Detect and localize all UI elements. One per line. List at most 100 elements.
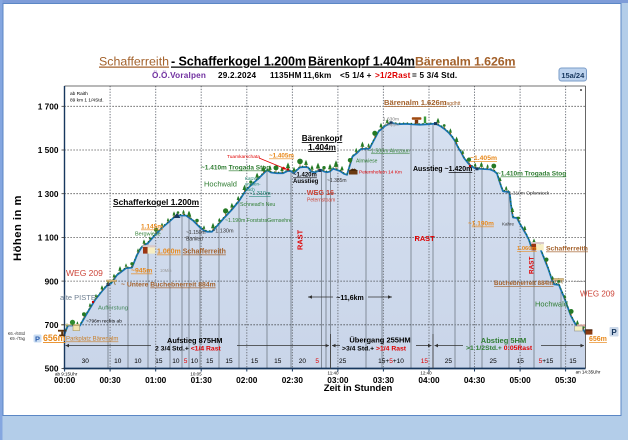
svg-text:Bergwiese: Bergwiese	[135, 232, 161, 238]
svg-text:700: 700	[45, 320, 59, 330]
svg-text:15: 15	[569, 358, 577, 365]
svg-text:11,6km: 11,6km	[303, 71, 332, 80]
svg-text:Höhen in m: Höhen in m	[12, 195, 24, 261]
svg-text:1135HM: 1135HM	[270, 71, 302, 80]
svg-text:1 700: 1 700	[38, 102, 59, 112]
svg-text:<5 1/4 +: <5 1/4 +	[340, 71, 372, 80]
svg-text:25: 25	[445, 358, 453, 365]
svg-text:00:30: 00:30	[100, 375, 122, 385]
svg-text:WEG 209: WEG 209	[580, 290, 615, 299]
svg-text:P: P	[611, 328, 617, 337]
svg-text:~1.410m Trogada Stog: ~1.410m Trogada Stog	[201, 165, 270, 172]
svg-text:>1/2Rast: >1/2Rast	[375, 71, 411, 80]
svg-text:Bärenkopf 1.404m: Bärenkopf 1.404m	[308, 55, 415, 69]
svg-text:656m: 656m	[43, 333, 66, 343]
svg-text:Katzen-: Katzen-	[245, 176, 261, 181]
svg-text:~1.310m Opferstock: ~1.310m Opferstock	[506, 191, 550, 197]
svg-text:~1.420m: ~1.420m	[293, 173, 317, 179]
svg-text:10: 10	[114, 358, 122, 365]
svg-text:Übergang 255HM: Übergang 255HM	[349, 336, 410, 345]
svg-text:RAST: RAST	[529, 257, 536, 274]
svg-text:RAST: RAST	[296, 229, 305, 250]
svg-text:29.2.2024: 29.2.2024	[218, 71, 256, 80]
svg-text:12:40: 12:40	[420, 371, 432, 376]
svg-text:bach: bach	[245, 187, 255, 192]
svg-text:00:00: 00:00	[54, 375, 76, 385]
svg-text:~1.405m: ~1.405m	[470, 155, 497, 162]
svg-text:02:00: 02:00	[236, 375, 258, 385]
svg-text:25: 25	[339, 358, 347, 365]
svg-text:~1.385m: ~1.385m	[327, 178, 347, 184]
svg-text:~1.130m: ~1.130m	[212, 229, 234, 235]
svg-text:= 5 3/4 Std.: = 5 3/4 Std.	[412, 71, 457, 80]
svg-text:Schafferkogel 1.200m: Schafferkogel 1.200m	[113, 197, 199, 207]
svg-text:01:00: 01:00	[145, 375, 167, 385]
svg-text:1.060m: 1.060m	[517, 246, 537, 252]
svg-text:30: 30	[82, 358, 90, 365]
svg-text:€9.-/Tag: €9.-/Tag	[10, 336, 26, 341]
svg-text:Kahre: Kahre	[502, 222, 515, 227]
svg-text:Ausstieg: Ausstieg	[293, 179, 319, 185]
svg-text:05:30: 05:30	[555, 375, 577, 385]
svg-text:1 500: 1 500	[38, 145, 59, 155]
svg-text:10Min: 10Min	[160, 268, 172, 273]
svg-text:10: 10	[134, 358, 142, 365]
svg-text:WEG 16: WEG 16	[307, 188, 334, 197]
svg-text:RAST: RAST	[415, 234, 436, 243]
svg-text:Hochwald: Hochwald	[204, 180, 237, 189]
svg-text:€6.-/6Std: €6.-/6Std	[8, 331, 26, 336]
svg-text:~1.410m Trogada Stog: ~1.410m Trogada Stog	[497, 171, 566, 178]
svg-text:04:30: 04:30	[464, 375, 486, 385]
svg-text:WEG 209: WEG 209	[66, 268, 103, 278]
svg-text:1.404m: 1.404m	[308, 143, 336, 152]
svg-text:Schnead'n Neu: Schnead'n Neu	[240, 202, 275, 208]
svg-text:Aufforstung: Aufforstung	[98, 306, 128, 312]
svg-text:02:30: 02:30	[282, 375, 304, 385]
svg-text:25: 25	[489, 358, 497, 365]
svg-text:20: 20	[299, 358, 307, 365]
svg-text:Bärenalm 1.626m: Bärenalm 1.626m	[415, 55, 516, 69]
svg-text:>3/4 Std.+ >1/4 Rast: >3/4 Std.+ >1/4 Rast	[342, 345, 407, 352]
svg-text:Peternhofern 14 Km: Peternhofern 14 Km	[359, 170, 402, 176]
svg-text:~1.190m: ~1.190m	[468, 221, 494, 228]
svg-text:15: 15	[206, 358, 214, 365]
svg-text:1.145m: 1.145m	[141, 224, 163, 231]
svg-text:15+5+10: 15+5+10	[378, 358, 404, 365]
svg-text:Almwiese: Almwiese	[356, 159, 378, 165]
svg-text:1.060m Schafferreith: 1.060m Schafferreith	[157, 249, 226, 256]
svg-text:11:40: 11:40	[328, 371, 339, 376]
svg-text:5+15: 5+15	[539, 358, 554, 365]
svg-text:03:00: 03:00	[327, 375, 349, 385]
svg-text:Buchebnerreit 884m: Buchebnerreit 884m	[494, 280, 554, 287]
svg-text:15: 15	[421, 358, 429, 365]
svg-text:Abstieg 5HM: Abstieg 5HM	[481, 336, 526, 345]
svg-text:an 14:35Uhr: an 14:35Uhr	[576, 370, 601, 375]
svg-text:Schafferreith: Schafferreith	[546, 246, 588, 253]
svg-text:Kuppe: Kuppe	[385, 122, 399, 128]
svg-text:10: 10	[191, 358, 199, 365]
svg-text:~796m rechts ab: ~796m rechts ab	[86, 319, 122, 325]
svg-text:Aufstieg 875HM: Aufstieg 875HM	[167, 336, 222, 345]
svg-text:graben-: graben-	[245, 182, 261, 187]
svg-text:Parkplatz Bärenalm: Parkplatz Bärenalm	[66, 337, 118, 343]
svg-text:1 300: 1 300	[38, 189, 59, 199]
svg-text:1.630m: 1.630m	[383, 117, 399, 123]
svg-text:04:00: 04:00	[418, 375, 440, 385]
svg-text:Bärenalm 1.626m: Bärenalm 1.626m	[384, 98, 447, 107]
svg-text:- Schafferkogel 1.200m: - Schafferkogel 1.200m	[171, 55, 306, 69]
svg-text:05:00: 05:00	[509, 375, 531, 385]
svg-text:Ausstieg ~1.420m: Ausstieg ~1.420m	[413, 166, 472, 173]
svg-text:15: 15	[517, 358, 525, 365]
svg-text:~1.190m ForststraGernsehre: ~1.190m ForststraGernsehre	[225, 218, 292, 224]
svg-text:10: 10	[172, 358, 180, 365]
svg-text:01:30: 01:30	[191, 375, 213, 385]
svg-text:ab Raith: ab Raith	[70, 91, 88, 97]
svg-text:Jagdhtt: Jagdhtt	[444, 101, 461, 107]
svg-text:1 100: 1 100	[38, 233, 59, 243]
svg-text:P: P	[35, 334, 40, 343]
svg-text:~1.500m Almzaun: ~1.500m Almzaun	[368, 149, 410, 155]
svg-text:>1 1/2Std.+ 0:05Rast: >1 1/2Std.+ 0:05Rast	[466, 345, 533, 352]
svg-text:900: 900	[45, 276, 59, 286]
svg-text:~11,6km: ~11,6km	[336, 295, 363, 302]
svg-text:Ö.Ö.Voralpen: Ö.Ö.Voralpen	[152, 70, 206, 80]
